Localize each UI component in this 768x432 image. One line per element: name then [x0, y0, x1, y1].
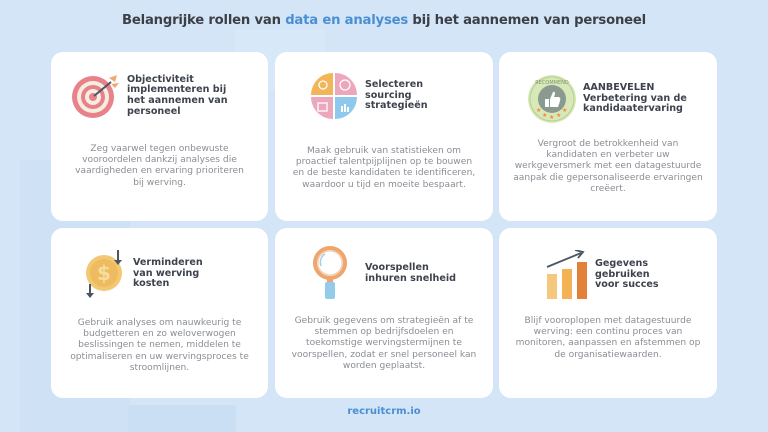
svg-text:★: ★: [542, 112, 547, 119]
card-body: Gebruik gegevens om strategieën af te st…: [291, 316, 477, 371]
card-data-success: Gegevens gebruiken voor succes Blijf voo…: [499, 228, 717, 398]
page-title: Belangrijke rollen van data en analyses …: [122, 13, 646, 28]
svg-text:★: ★: [562, 107, 567, 114]
card-reduce-costs: $ Verminderen van werving kosten Gebruik…: [51, 228, 268, 398]
target-icon: [72, 75, 119, 118]
card-body: Gebruik analyses om nauwkeurig te budget…: [70, 318, 249, 373]
svg-text:$: $: [97, 261, 111, 285]
card-title: Gegevens gebruiken voor succes: [595, 258, 659, 291]
card-hiring-speed: Voorspellen inhuren snelheid Gebruik geg…: [275, 228, 493, 398]
svg-text:★: ★: [549, 114, 554, 121]
svg-text:RECOMMEND: RECOMMEND: [535, 80, 569, 86]
card-title: Selecteren sourcing strategieën: [365, 79, 428, 112]
svg-text:★: ★: [556, 112, 561, 119]
card-title: Voorspellen inhuren snelheid: [365, 262, 457, 284]
brand-link[interactable]: recruitcrm.io: [347, 406, 421, 417]
card-objectivity: Objectiviteit implementeren bij het aann…: [51, 52, 268, 221]
coin-cost-down-icon: $: [86, 250, 122, 298]
recommend-badge-icon: RECOMMEND ★ ★ ★ ★ ★: [528, 75, 576, 123]
card-body: Maak gebruik van statistieken om proacti…: [292, 146, 476, 190]
card-title: Objectiviteit implementeren bij het aann…: [127, 73, 228, 117]
background-shape: [128, 405, 236, 432]
svg-text:★: ★: [536, 107, 541, 114]
card-body: Zeg vaarwel tegen onbewuste vooroordelen…: [75, 144, 244, 188]
title-highlight: data en analyses: [285, 13, 408, 28]
card-title: Verminderen van werving kosten: [133, 257, 203, 290]
card-candidate-experience: RECOMMEND ★ ★ ★ ★ ★ AANBEVELEN Verbeteri…: [499, 52, 717, 221]
magnifier-icon: [313, 246, 347, 299]
card-body: Blijf vooroplopen met datagestuurde werv…: [515, 316, 701, 360]
card-body: Vergroot de betrokkenheid van kandidaten…: [513, 139, 703, 194]
sourcing-quadrant-icon: [311, 73, 357, 119]
card-sourcing: Selecteren sourcing strategieën Maak geb…: [275, 52, 493, 221]
growth-chart-icon: [546, 250, 587, 299]
card-title: AANBEVELEN Verbetering van de kandidaate…: [583, 82, 687, 115]
